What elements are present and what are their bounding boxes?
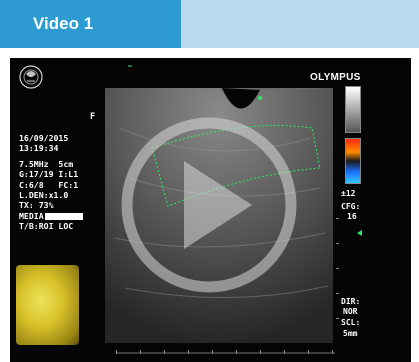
video-player[interactable]: F 16/09/2015 13:19:34 7.5MHz 5cm G:17/19…: [10, 58, 411, 362]
scl-label: SCL:: [341, 318, 361, 327]
depth-marker-icon: [357, 230, 362, 236]
scan-param-frequency: 7.5MHz 5cm: [19, 158, 74, 169]
grayscale-bar: [345, 86, 361, 133]
play-icon[interactable]: [10, 58, 411, 362]
tb-label: T/B:ROI LOC: [19, 221, 74, 232]
scan-param-density: L.DEN:x1.0: [19, 190, 69, 201]
scan-param-gain: G:17/19 I:L1: [19, 169, 79, 180]
media-bar: [44, 212, 83, 220]
cfg-label: CFG:: [341, 202, 361, 211]
marker-label: F: [90, 112, 96, 122]
brand-logo: OLYMPUS: [310, 72, 361, 83]
scan-info: 16/09/2015 13:19:34 7.5MHz 5cm G:17/19 I…: [19, 133, 83, 232]
dir-value: NOR: [343, 307, 358, 316]
dir-label: DIR:: [341, 297, 361, 306]
scan-param-contrast: C:6/8 FC:1: [19, 179, 79, 190]
scan-date: 16/09/2015: [19, 133, 69, 143]
scan-time: 13:19:34: [19, 143, 59, 154]
cfg-value: 16: [347, 212, 357, 221]
endoscope-thumbnail: [16, 265, 79, 345]
video-header: Video 1: [0, 0, 419, 48]
scan-param-tx: TX: 73%: [19, 200, 54, 211]
video-title: Video 1: [0, 0, 181, 48]
emblem-icon: [19, 65, 43, 89]
scale-value: ±12: [341, 189, 356, 198]
scl-value: 5mm: [343, 329, 358, 338]
media-row: MEDIA: [19, 211, 83, 221]
color-scale-bar: [345, 138, 361, 184]
media-label: MEDIA: [19, 210, 44, 221]
